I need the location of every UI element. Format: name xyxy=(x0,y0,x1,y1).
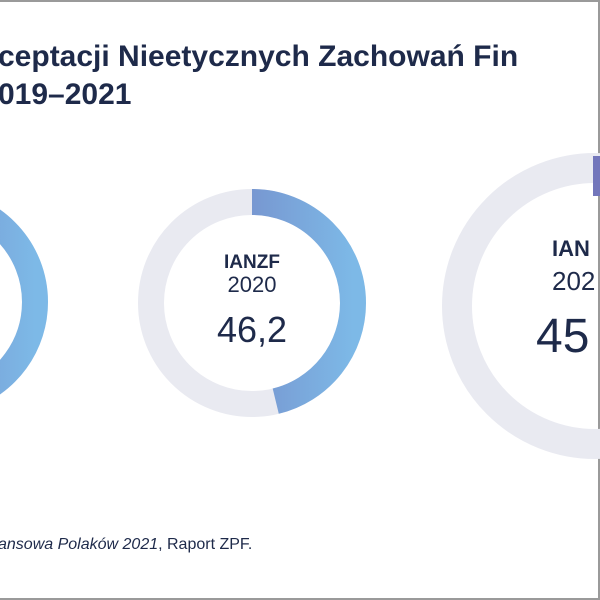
source-note: ansowa Polaków 2021, Raport ZPF. xyxy=(0,536,252,554)
donut-2020-arc xyxy=(138,189,366,417)
donut-2021: IAN 202 45 xyxy=(442,153,600,459)
donut-2021-label: IAN xyxy=(552,236,590,261)
donut-2021-value: 45 xyxy=(536,310,589,363)
chart-title-line-1: ceptacji Nieetycznych Zachowań Fin xyxy=(0,40,519,73)
donut-2020-value: 46,2 xyxy=(217,309,287,350)
donut-2019-arc xyxy=(0,189,48,415)
donut-2020-year: 2020 xyxy=(228,272,277,297)
donut-2021-arc-start xyxy=(593,156,600,196)
donut-2020-label: IANZF xyxy=(224,252,280,273)
donut-2021-year: 202 xyxy=(552,266,595,296)
donut-2021-track xyxy=(442,153,600,459)
source-rest: , Raport ZPF. xyxy=(158,536,253,553)
donut-2019 xyxy=(0,189,48,415)
donut-2020: IANZF 2020 46,2 xyxy=(138,189,366,417)
chart-title-line-2: 019–2021 xyxy=(0,78,132,111)
chart-title: ceptacji Nieetycznych Zachowań Fin 019–2… xyxy=(0,38,518,114)
source-italic: ansowa Polaków 2021 xyxy=(0,536,159,553)
